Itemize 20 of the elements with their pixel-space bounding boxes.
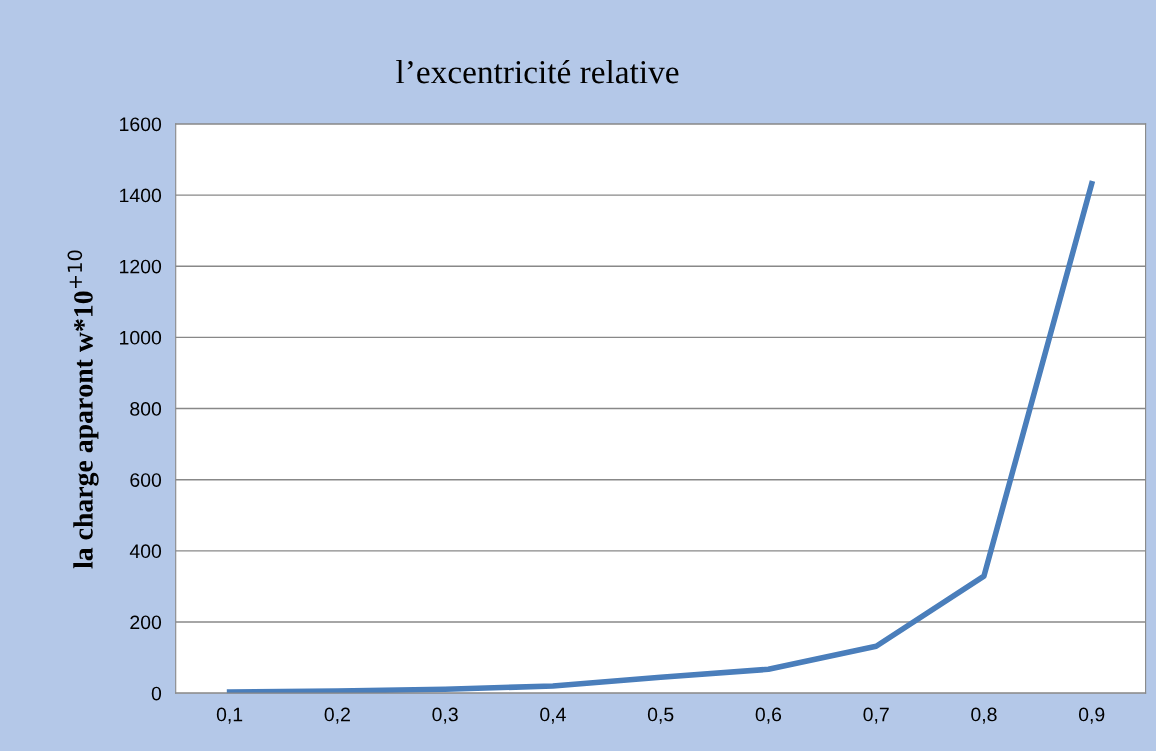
y-tick-label: 1400: [120, 188, 162, 203]
x-tick-label: 0,8: [971, 707, 997, 724]
y-tick-label: 200: [130, 615, 162, 630]
y-tick-label: 400: [129, 544, 162, 559]
chart-title: l’excentricité relative: [396, 59, 679, 84]
x-tick-label: 0,4: [540, 707, 566, 724]
y-tick-label: 1000: [120, 330, 162, 345]
x-tick-label: 0,1: [216, 707, 243, 724]
x-tick-label: 0,2: [324, 707, 350, 724]
x-tick-label: 0,7: [863, 707, 889, 724]
x-tick-label: 0,3: [432, 707, 458, 724]
y-tick-label: 600: [130, 473, 162, 487]
x-tick-label: 0,5: [647, 707, 674, 724]
y-tick-label: 1200: [120, 259, 162, 274]
x-tick-label: 0,6: [755, 707, 782, 724]
x-tick-label: 0,9: [1078, 707, 1105, 724]
y-tick-label: 1600: [120, 117, 162, 132]
y-tick-label: 0: [151, 686, 162, 701]
y-tick-label: 800: [130, 402, 162, 416]
y-axis-title: la charge aparont w*10$^{+10}$: [67, 250, 99, 569]
